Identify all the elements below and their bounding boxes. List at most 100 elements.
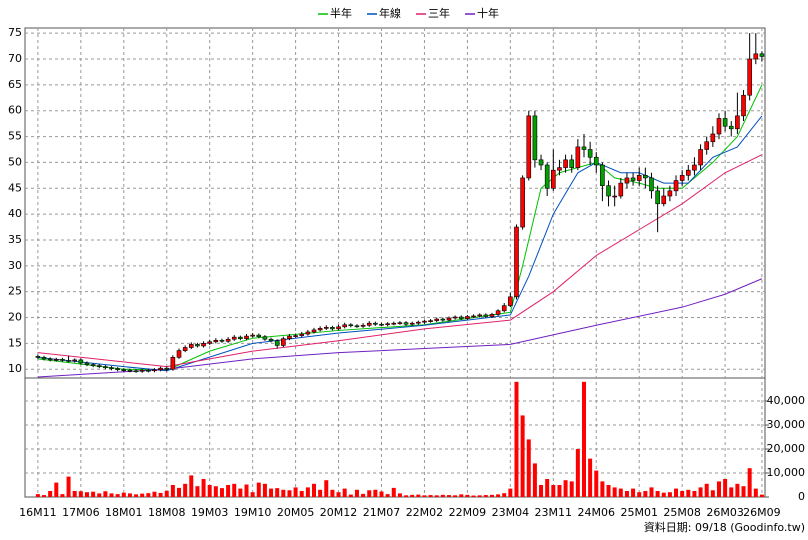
ma-line [37, 154, 763, 368]
volume-bar [759, 494, 764, 497]
candle-body [348, 324, 354, 327]
candle-body [661, 195, 667, 205]
candle-body [514, 226, 519, 298]
volume-bar [704, 483, 709, 497]
candle-body [195, 344, 200, 347]
legend-label: 十年 [477, 6, 499, 20]
volume-bar [275, 488, 280, 497]
volume-bar [612, 487, 617, 497]
candle-body [551, 169, 556, 189]
volume-bar [60, 494, 65, 497]
volume-bar [404, 495, 409, 497]
volume-bar [232, 483, 237, 497]
volume-bar [134, 494, 139, 497]
candle-body [526, 115, 532, 179]
volume-bar [238, 488, 243, 497]
volume-bar [502, 493, 507, 497]
volume-bar [575, 449, 580, 497]
volume-bar [698, 487, 703, 497]
volume-bar [471, 495, 476, 497]
candle-body [121, 369, 127, 372]
volume-bar [422, 495, 427, 497]
volume-bar [514, 381, 519, 497]
candle-body [391, 322, 397, 325]
candle-body [495, 310, 501, 315]
candle-body [753, 53, 759, 60]
y-tick-label: 75 [8, 26, 22, 39]
legend-label: 半年 [330, 6, 352, 20]
candle-body [84, 362, 90, 365]
volume-bar [416, 494, 421, 497]
candle-body [90, 364, 96, 366]
volume-bar [496, 494, 501, 497]
volume-bar [667, 492, 672, 497]
y-tick-label: 55 [8, 130, 22, 143]
y-tick-label: 30 [8, 259, 22, 272]
y-tick-label: 25 [8, 285, 22, 298]
candle-body [66, 360, 71, 362]
candle-body [489, 314, 495, 317]
candle-body [544, 164, 550, 189]
candle-body [330, 327, 335, 330]
candle-body [146, 369, 151, 372]
volume-bar [72, 491, 77, 497]
volume-bar [121, 492, 126, 497]
candle-body [587, 149, 593, 158]
candle-body [728, 125, 734, 130]
volume-bar [581, 381, 586, 497]
candle-body [287, 335, 292, 340]
candle-body [471, 315, 476, 318]
candle-body [231, 336, 237, 340]
volume-bar [213, 486, 218, 497]
y-tick-label: 35 [8, 233, 22, 246]
volume-bar [256, 482, 261, 497]
volume-bar [361, 493, 366, 497]
candle-body [354, 325, 360, 328]
volume-bar [532, 463, 537, 497]
volume-bar [397, 493, 402, 497]
volume-bar [54, 482, 59, 497]
volume-bar [84, 492, 89, 497]
y2-tick-label: 40,000 [767, 394, 806, 407]
candle-body [446, 317, 452, 321]
ma-line [37, 278, 763, 378]
candle-body [643, 175, 648, 179]
volume-bar [753, 488, 758, 497]
volume-bar [103, 491, 108, 497]
candle-body [600, 164, 605, 186]
y-tick-label: 40 [8, 207, 22, 220]
y2-tick-label: 10,000 [767, 466, 806, 479]
volume-bar [410, 494, 415, 497]
volume-bar [489, 494, 494, 497]
candle-body [667, 190, 673, 197]
candle-body [741, 94, 746, 117]
volume-bar [477, 495, 482, 497]
candle-body [323, 327, 329, 329]
volume-bar [440, 494, 445, 497]
candle-body [538, 159, 544, 166]
candle-body [704, 141, 710, 150]
volume-bar [600, 481, 605, 497]
volume-bar [674, 488, 679, 497]
volume-bar [299, 491, 304, 497]
volume-bar [158, 492, 163, 497]
volume-bar [606, 485, 611, 497]
candle-body [557, 167, 562, 171]
candle-body [299, 333, 305, 336]
x-tick-label: 26M03 [706, 506, 744, 519]
volume-bar [293, 487, 298, 497]
candle-body [422, 320, 427, 323]
volume-bar [539, 485, 544, 497]
x-tick-label: 23M11 [535, 506, 573, 519]
volume-bar [354, 489, 359, 497]
candle-body [452, 316, 458, 319]
volume-bar [312, 483, 317, 497]
volume-bar [183, 483, 188, 497]
volume-bar [152, 491, 157, 497]
y-tick-label: 50 [8, 155, 22, 168]
y-tick-label: 65 [8, 78, 22, 91]
x-tick-label: 19M10 [234, 506, 272, 519]
volume-bar [207, 485, 212, 497]
y-tick-label: 15 [8, 336, 22, 349]
